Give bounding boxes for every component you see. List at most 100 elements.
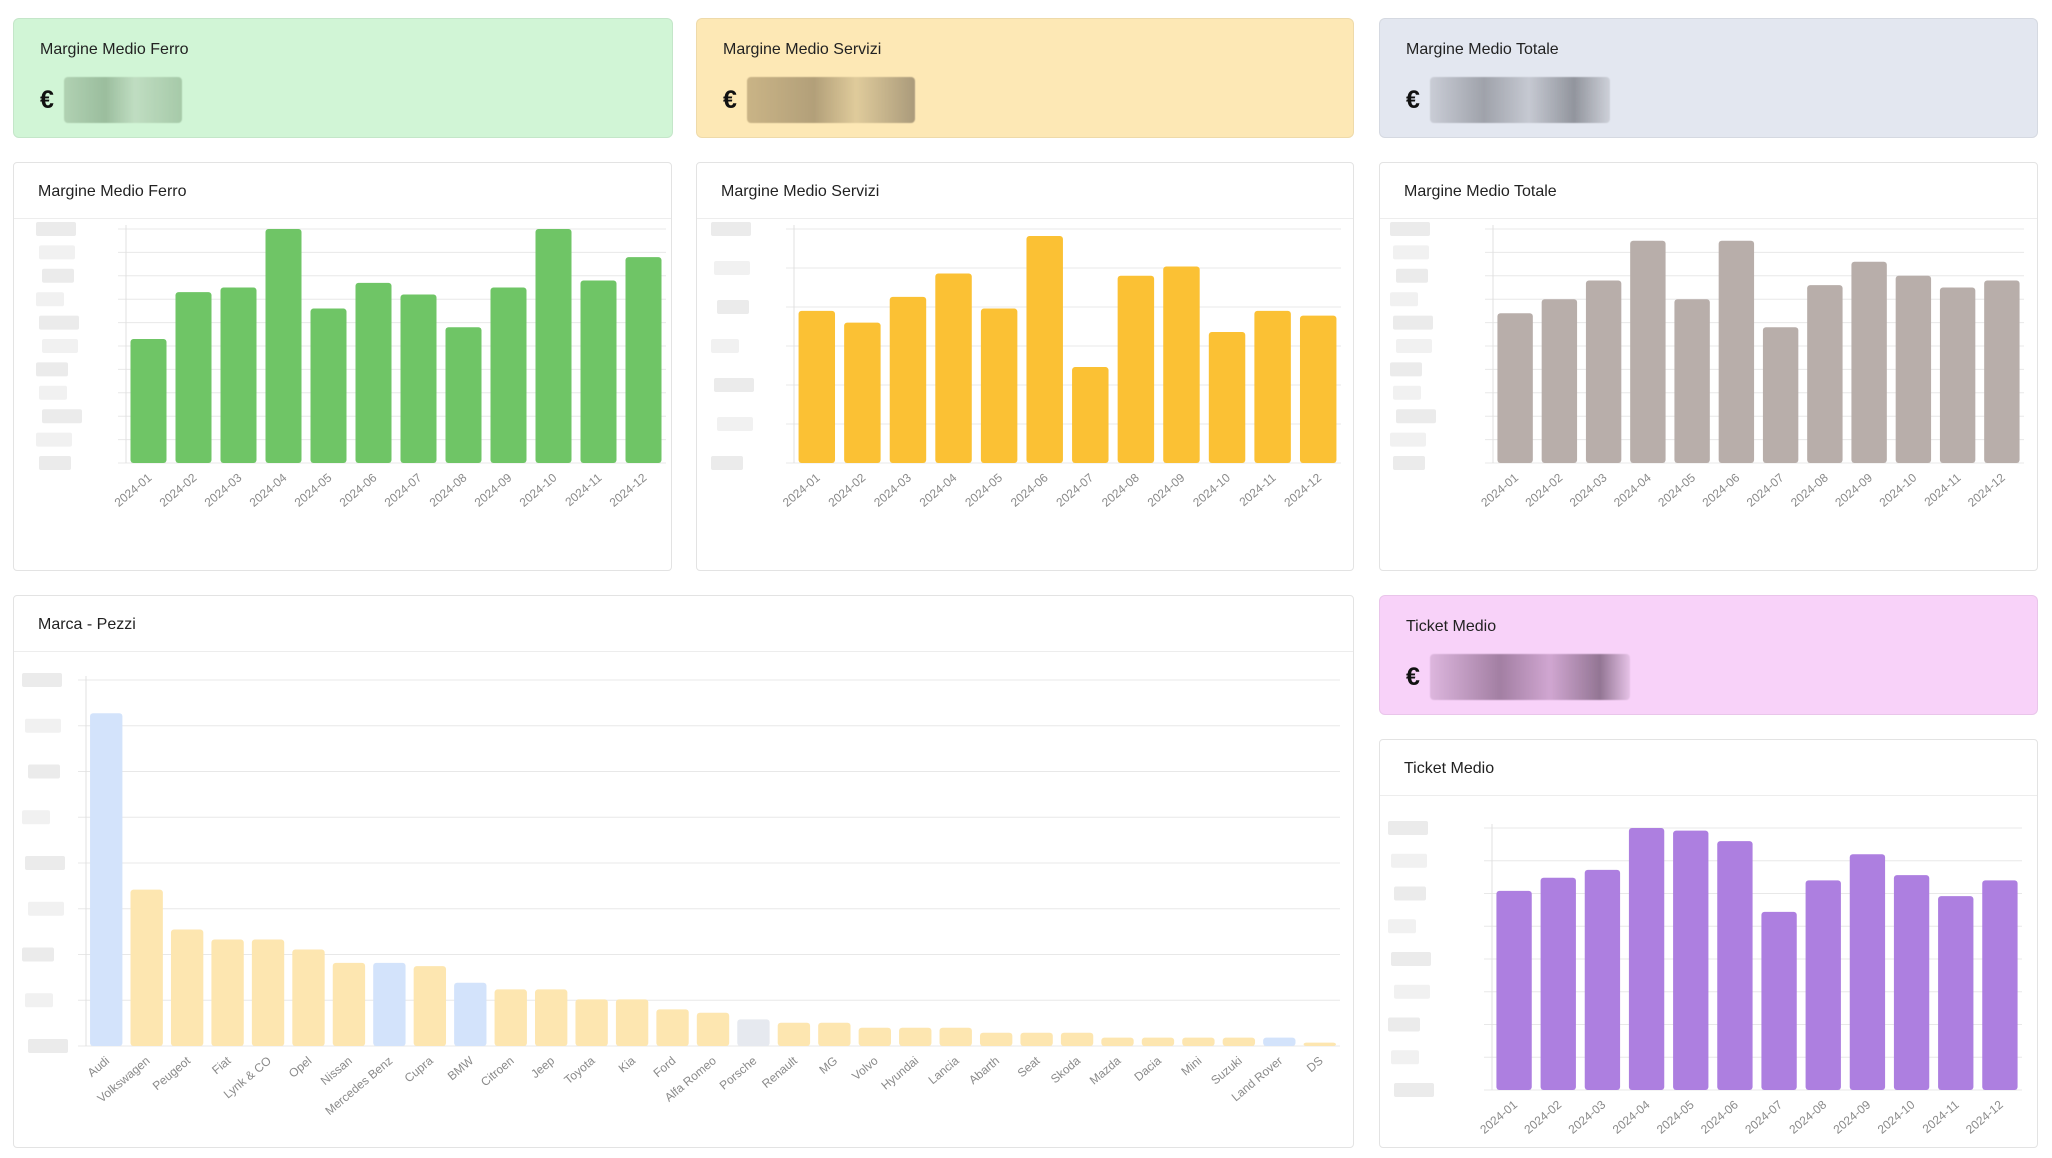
bar — [1496, 890, 1532, 1090]
bar-chart-servizi: 2024-01 2024-02 2024-03 2024-04 2024-05 2024-… — [711, 222, 1341, 510]
bar — [798, 310, 836, 463]
x-tick-label: 2024-06 — [1700, 470, 1743, 509]
bar — [899, 1027, 932, 1046]
bar — [1303, 1042, 1336, 1046]
x-tick-label: Renault — [759, 1053, 800, 1091]
bar — [1497, 313, 1533, 463]
bars — [130, 229, 662, 463]
x-tick-label: 2024-10 — [1877, 470, 1920, 509]
x-tick-labels: 2024-01 2024-02 2024-03 2024-04 2024-05 2024-… — [780, 470, 1324, 509]
y-tick-label-redacted — [39, 315, 79, 330]
bar — [1805, 880, 1841, 1090]
y-tick-label-redacted — [36, 362, 68, 377]
bar — [575, 999, 608, 1046]
x-tick-label: 2024-04 — [917, 470, 960, 509]
bar — [1072, 367, 1109, 463]
bar — [1718, 240, 1755, 463]
x-tick-label: 2024-12 — [1965, 470, 2008, 509]
bar — [1762, 327, 1799, 463]
x-tick-label: 2024-03 — [1566, 1097, 1609, 1136]
kpi-label: Ticket Medio — [1406, 618, 1497, 635]
chart-card-marca: Marca - Pezzi Audi Volkswagen Peugeot Fiat L… — [13, 595, 1354, 1148]
y-tick-label-redacted — [39, 385, 67, 400]
y-tick-label-redacted — [25, 718, 61, 733]
bar — [1807, 285, 1843, 463]
chart-card-servizi: Margine Medio Servizi 2024-01 2024-02 2024… — [696, 162, 1354, 571]
x-tick-label: 2024-05 — [962, 470, 1005, 509]
y-tick-label-redacted — [39, 245, 75, 260]
bar — [1020, 1032, 1053, 1046]
y-tick-label-redacted — [711, 222, 751, 236]
bar — [737, 1019, 770, 1046]
x-tick-label: 2024-02 — [157, 470, 200, 509]
kpi-card-servizi: Margine Medio Servizi € — [696, 18, 1354, 138]
y-tick-label-redacted — [22, 673, 62, 687]
bar — [844, 322, 881, 463]
currency-symbol: € — [40, 85, 54, 114]
bar — [1141, 1037, 1175, 1046]
bars — [798, 236, 1337, 463]
x-tick-label: Lancia — [926, 1053, 962, 1087]
x-tick-label: MG — [816, 1054, 840, 1077]
redacted-value — [746, 77, 915, 123]
y-axis-labels-redacted — [1390, 222, 1436, 470]
x-tick-label: 2024-02 — [1521, 1097, 1564, 1136]
y-axis-labels-redacted — [711, 222, 754, 470]
x-tick-label: 2024-01 — [1477, 1097, 1520, 1136]
x-tick-label: 2024-03 — [202, 470, 245, 509]
bar — [1263, 1037, 1296, 1046]
y-tick-label-redacted — [1390, 432, 1426, 447]
x-tick-label: Mini — [1178, 1054, 1204, 1079]
y-tick-label-redacted — [1391, 853, 1427, 868]
bar-chart-ferro: 2024-01 2024-02 2024-03 2024-04 2024-05 2024-… — [36, 222, 666, 510]
redacted-value — [1429, 654, 1630, 700]
chart-card-ticket: Ticket Medio 2024-01 2024-02 2024-03 2024-0… — [1379, 739, 2038, 1148]
x-tick-label: 2024-12 — [607, 470, 650, 509]
bar — [979, 1032, 1013, 1046]
bar — [625, 257, 662, 463]
bar — [292, 949, 325, 1046]
x-tick-label: 2024-11 — [1236, 470, 1278, 509]
y-tick-label-redacted — [1393, 385, 1421, 400]
chart-title: Margine Medio Servizi — [697, 163, 1353, 219]
x-tick-label: BMW — [445, 1053, 477, 1083]
x-tick-label: Suzuki — [1208, 1054, 1245, 1088]
kpi-value: € — [1406, 77, 1610, 123]
y-tick-label-redacted — [1394, 1083, 1434, 1097]
bar — [445, 327, 482, 463]
x-tick-label: 2024-07 — [382, 470, 425, 509]
bar — [1938, 896, 1974, 1090]
x-tick-label: Fiat — [209, 1053, 234, 1077]
bar — [889, 296, 927, 463]
currency-symbol: € — [1406, 662, 1420, 691]
x-tick-label: 2024-05 — [1655, 470, 1698, 509]
bars — [1496, 828, 2018, 1090]
y-tick-label-redacted — [39, 456, 71, 470]
bar — [413, 966, 447, 1046]
y-tick-label-redacted — [42, 409, 82, 424]
kpi-value: € — [1406, 654, 1630, 700]
x-tick-label: Dacia — [1131, 1053, 1164, 1084]
y-tick-label-redacted — [711, 456, 743, 470]
y-tick-label-redacted — [22, 810, 50, 825]
bar-chart-totale: 2024-01 2024-02 2024-03 2024-04 2024-05 2024-… — [1390, 222, 2024, 510]
bar — [1939, 287, 1976, 463]
x-tick-labels: 2024-01 2024-02 2024-03 2024-04 2024-05 2024-… — [1478, 470, 2008, 509]
bar — [1117, 275, 1155, 463]
x-tick-label: 2024-11 — [562, 470, 604, 509]
x-tick-label: 2024-11 — [1921, 470, 1963, 509]
bar — [90, 713, 123, 1046]
x-tick-label: Opel — [286, 1054, 314, 1081]
bar — [1982, 880, 2018, 1090]
bar — [175, 292, 212, 463]
redacted-value — [63, 77, 182, 123]
x-tick-label: 2024-04 — [247, 470, 290, 509]
x-tick-label: Mazda — [1087, 1053, 1124, 1087]
bar — [251, 939, 285, 1046]
currency-symbol: € — [723, 85, 737, 114]
x-tick-label: 2024-03 — [1567, 470, 1610, 509]
y-tick-label-redacted — [28, 1039, 68, 1053]
bar — [400, 294, 437, 463]
kpi-label: Margine Medio Servizi — [723, 41, 882, 58]
x-tick-labels: 2024-01 2024-02 2024-03 2024-04 2024-05 2024-… — [112, 470, 650, 509]
